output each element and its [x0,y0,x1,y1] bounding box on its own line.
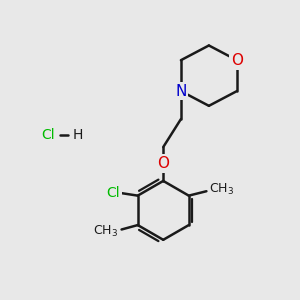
Text: H: H [73,128,83,142]
Text: CH$_3$: CH$_3$ [94,224,118,239]
Text: N: N [175,84,187,99]
Text: O: O [231,53,243,68]
Text: CH$_3$: CH$_3$ [209,182,234,197]
Text: Cl: Cl [42,128,55,142]
Text: O: O [157,156,169,171]
Text: Cl: Cl [106,186,120,200]
